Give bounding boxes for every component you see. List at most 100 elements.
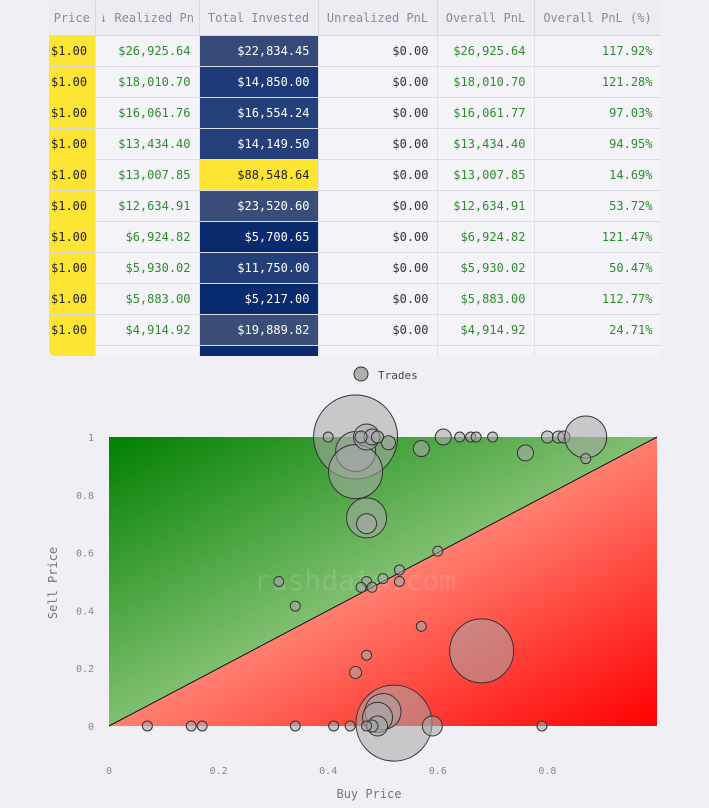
trade-point[interactable] [470,431,482,443]
x-tick-label: 0 [106,766,112,777]
trade-point[interactable] [361,720,373,732]
trade-point[interactable] [434,428,452,446]
realized-pnl-cell: $18,010.70 [95,66,200,98]
trade-point[interactable] [487,431,499,443]
header-total-invested[interactable]: Total Invested [199,0,319,36]
realized-pnl-cell: $13,007.85 [95,159,200,191]
overall-pnl-pct-cell: 94.95% [534,128,661,160]
price-cell: $1.00 [49,35,96,67]
trade-point[interactable] [393,564,405,576]
realized-pnl-cell: $4,914.92 [95,314,200,346]
overall-pnl-pct-cell: 121.47% [534,221,661,253]
realized-pnl-cell: $26,925.64 [95,35,200,67]
x-tick-label: 0.4 [319,766,337,777]
table-row[interactable]: $1.00 $5,930.02 $11,750.00 $0.00 $5,930.02 50… [49,252,661,284]
trade-point[interactable] [355,581,367,593]
header-unrealized-pnl[interactable]: Unrealized PnL [318,0,438,36]
overall-pnl-pct-cell: 121.28% [534,66,661,98]
trade-point[interactable] [454,431,466,443]
trade-point[interactable] [412,440,430,458]
table-row[interactable]: $1.00 $5,883.00 $5,217.00 $0.00 $5,883.00 112… [49,283,661,315]
trades-table-container[interactable]: Price ↓ Realized Pn Total Invested Unrea… [49,0,661,356]
trade-point[interactable] [322,431,334,443]
trade-point[interactable] [328,720,340,732]
legend-label: Trades [378,369,418,382]
table-row[interactable]: $1.00 $18,010.70 $14,850.00 $0.00 $18,010.70… [49,66,661,98]
chart-legend[interactable]: Trades [353,366,418,382]
y-tick-label: 0.2 [76,664,94,675]
trade-point[interactable] [536,720,548,732]
trade-point[interactable] [185,720,197,732]
realized-pnl-cell: $6,924.82 [95,221,200,253]
trade-point[interactable] [377,573,389,585]
trade-point[interactable] [289,600,301,612]
unrealized-pnl-cell: $0.00 [318,128,438,160]
table-row[interactable]: $1.00 $4,914.92 $19,889.82 $0.00 $4,914.92 24… [49,314,661,346]
table-row[interactable]: $1.00 $12,634.91 $23,520.60 $0.00 $12,634.91… [49,190,661,222]
watermark: rushdata.com [254,564,456,597]
trade-point[interactable] [540,430,554,444]
total-invested-cell: $14,149.50 [199,128,319,160]
x-tick-label: 0.8 [538,766,556,777]
header-price[interactable]: Price [49,0,96,36]
trade-point[interactable] [371,430,385,444]
header-realized-pnl[interactable]: ↓ Realized Pn [95,0,200,36]
unrealized-pnl-cell: $0.00 [318,35,438,67]
table-row[interactable]: $1.00 $13,434.40 $14,149.50 $0.00 $13,434.40… [49,128,661,160]
trade-point[interactable] [349,666,363,680]
unrealized-pnl-cell: $0.00 [318,221,438,253]
total-invested-cell: $16,554.24 [199,97,319,129]
overall-pnl-cell: $13,007.85 [437,159,535,191]
overall-pnl-pct-cell: 117.92% [534,35,661,67]
trade-point[interactable] [141,720,153,732]
trade-point[interactable] [580,453,592,465]
realized-pnl-cell: $16,061.76 [95,97,200,129]
trade-point[interactable] [273,576,285,587]
overall-pnl-cell: $18,010.70 [437,66,535,98]
overall-pnl-cell: $13,434.40 [437,128,535,160]
realized-pnl-cell: $5,930.02 [95,252,200,284]
overall-pnl-pct-cell: 112.77% [534,283,661,315]
table-header-row: Price ↓ Realized Pn Total Invested Unrea… [49,0,661,36]
trade-point[interactable] [289,720,301,732]
trade-point[interactable] [366,581,378,593]
trade-point[interactable] [432,545,444,557]
trade-point[interactable] [328,444,384,500]
overall-pnl-cell: $6,924.82 [437,221,535,253]
table-cell [437,345,535,356]
trade-point[interactable] [344,720,356,732]
overall-pnl-cell: $5,883.00 [437,283,535,315]
price-cell: $1.00 [49,159,96,191]
unrealized-pnl-cell: $0.00 [318,283,438,315]
table-row[interactable]: $1.00 $6,924.82 $5,700.65 $0.00 $6,924.82 121… [49,221,661,253]
trade-point[interactable] [196,720,208,732]
x-tick-label: 0.6 [429,766,447,777]
scatter-chart-container: Trades rushdata.com 0 0.2 0.4 0.6 0.8 0 0.2 0.… [40,360,670,804]
header-overall-pnl-pct[interactable]: Overall PnL (%) [534,0,661,36]
trade-point[interactable] [354,430,368,444]
trade-point[interactable] [449,618,515,684]
y-tick-label: 1 [88,433,94,444]
trade-point[interactable] [361,649,373,661]
price-cell: $1.00 [49,283,96,315]
price-cell: $1.00 [49,314,96,346]
x-tick-label: 0.2 [210,766,228,777]
trade-point[interactable] [393,576,405,587]
overall-pnl-pct-cell: 97.03% [534,97,661,129]
table-row[interactable]: $1.00 $16,061.76 $16,554.24 $0.00 $16,061.77… [49,97,661,129]
trade-point[interactable] [421,715,443,737]
table-row[interactable]: $1.00 $13,007.85 $88,548.64 $0.00 $13,007.85… [49,159,661,191]
table-row[interactable]: $1.00 $26,925.64 $22,834.45 $0.00 $26,925.64… [49,35,661,67]
realized-pnl-cell: $12,634.91 [95,190,200,222]
trade-point[interactable] [415,620,427,632]
total-invested-cell: $22,834.45 [199,35,319,67]
overall-pnl-pct-cell: 24.71% [534,314,661,346]
trade-point[interactable] [380,435,396,451]
header-overall-pnl[interactable]: Overall PnL [437,0,535,36]
trade-point[interactable] [356,513,378,535]
overall-pnl-cell: $16,061.77 [437,97,535,129]
trade-point[interactable] [564,415,608,459]
trade-point[interactable] [516,444,534,462]
price-cell: $1.00 [49,252,96,284]
table-row[interactable] [49,345,661,356]
